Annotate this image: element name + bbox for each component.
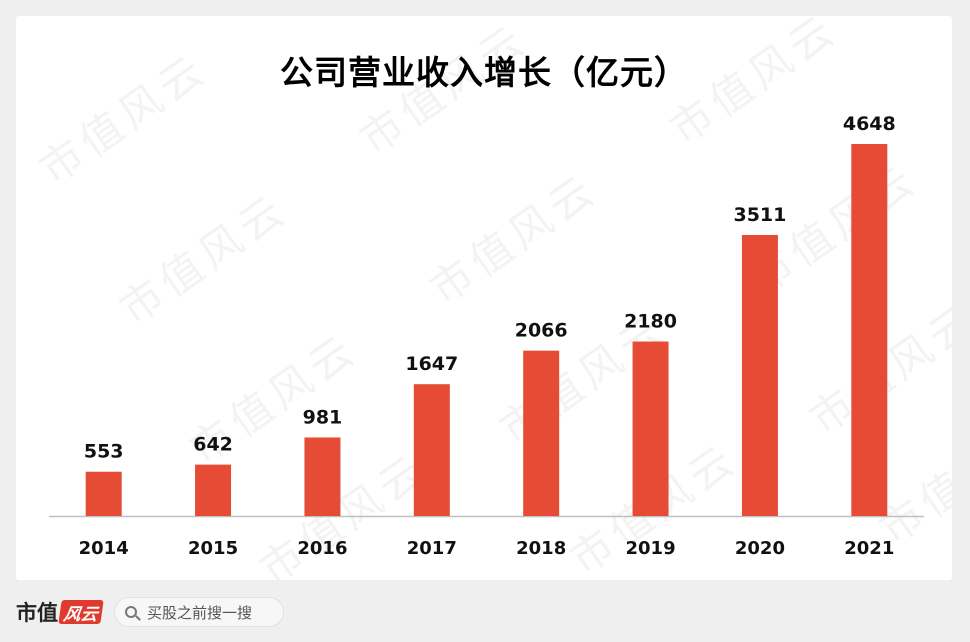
data-label-2015: 642 xyxy=(193,434,233,456)
x-tick-label-2017: 2017 xyxy=(407,538,457,559)
search-placeholder: 买股之前搜一搜 xyxy=(147,603,253,622)
x-tick-label-2016: 2016 xyxy=(297,538,347,559)
brand-stamp: 风云 xyxy=(58,600,104,625)
x-tick-label-2020: 2020 xyxy=(735,538,785,559)
x-tick-label-2014: 2014 xyxy=(79,538,129,559)
bar-2019 xyxy=(632,341,669,516)
bar-2016 xyxy=(304,437,341,516)
search-icon xyxy=(125,606,137,618)
search-box[interactable]: 买股之前搜一搜 xyxy=(114,597,284,627)
bar-chart: 553 2014 642 2015 981 2016 1647 2017 2066 2018 218… xyxy=(49,113,924,559)
data-label-2018: 2066 xyxy=(515,320,568,342)
bar-2014 xyxy=(85,471,122,516)
bar-2018 xyxy=(523,350,560,516)
x-tick-label-2019: 2019 xyxy=(626,538,676,559)
x-tick-label-2018: 2018 xyxy=(516,538,566,559)
bar-2017 xyxy=(413,384,450,516)
bar-2015 xyxy=(195,464,232,516)
brand-text: 市值 xyxy=(16,600,58,625)
footer-bar: 市值 风云 买股之前搜一搜 xyxy=(16,590,284,634)
data-label-2016: 981 xyxy=(303,406,343,428)
bar-2020 xyxy=(741,234,778,516)
data-label-2020: 3511 xyxy=(733,204,786,226)
data-label-2021: 4648 xyxy=(843,113,896,135)
data-label-2014: 553 xyxy=(84,441,124,463)
data-label-2017: 1647 xyxy=(405,353,458,375)
brand-logo[interactable]: 市值 风云 xyxy=(16,597,104,627)
chart-title: 公司营业收入增长（亿元） xyxy=(280,53,688,92)
chart-card: 市值风云 市值风云 市值风云 市值风云 市值风云 市值风云 市值风云 市值风云 市值风云 市值风云… xyxy=(16,16,952,580)
x-tick-label-2021: 2021 xyxy=(844,538,894,559)
x-tick-label-2015: 2015 xyxy=(188,538,238,559)
bar-2021 xyxy=(851,144,888,516)
data-label-2019: 2180 xyxy=(624,311,677,333)
